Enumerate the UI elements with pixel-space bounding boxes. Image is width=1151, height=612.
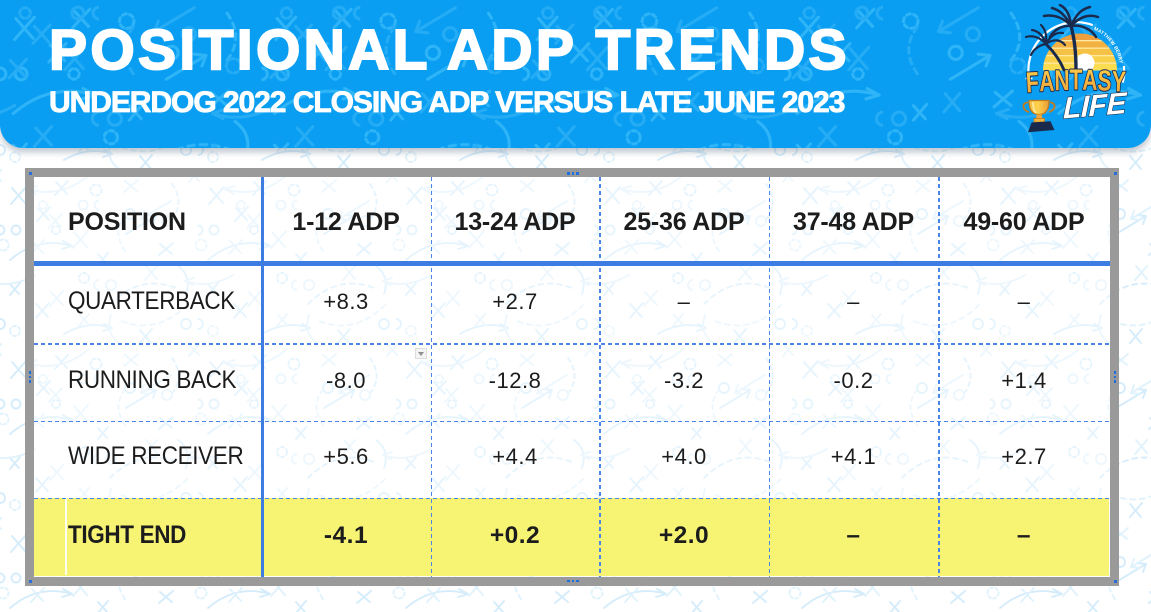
svg-text:S: S: [1097, 65, 1112, 98]
svg-text:T: T: [1070, 64, 1083, 96]
svg-text:A: A: [1039, 65, 1055, 98]
svg-text:F: F: [1025, 67, 1039, 100]
svg-text:LIFE: LIFE: [1063, 87, 1128, 126]
svg-text:Y: Y: [1111, 66, 1127, 99]
svg-text:N: N: [1054, 65, 1070, 97]
svg-text:A: A: [1082, 64, 1098, 96]
